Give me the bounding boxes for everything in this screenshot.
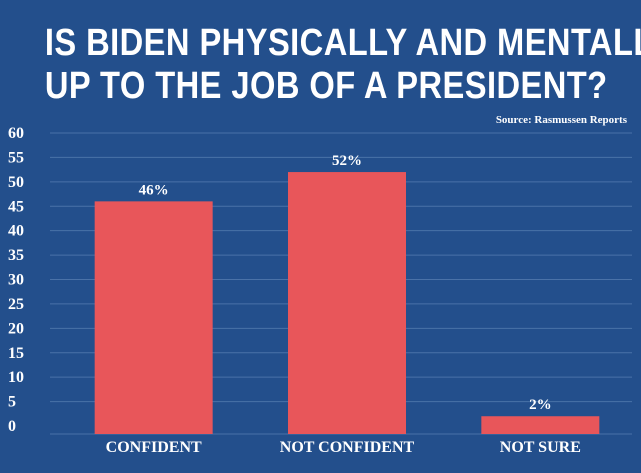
y-tick-10: 10 [8, 369, 24, 386]
y-tick-35: 35 [8, 247, 24, 264]
y-tick-40: 40 [8, 223, 24, 240]
chart-title-line-1: IS BIDEN PHYSICALLY AND MENTALLY [44, 22, 641, 64]
value-label-1: 52% [332, 153, 362, 169]
category-label-2: NOT SURE [500, 439, 581, 456]
y-tick-0: 0 [8, 418, 16, 435]
y-tick-55: 55 [8, 149, 24, 166]
y-tick-60: 60 [8, 125, 24, 142]
y-tick-45: 45 [8, 198, 24, 215]
value-labels: 46% 52% 2% [139, 153, 552, 413]
bar-not-sure [481, 416, 600, 434]
category-label-0: CONFIDENT [106, 439, 202, 456]
value-label-0: 46% [139, 182, 169, 198]
bars [94, 172, 600, 435]
y-tick-5: 5 [8, 394, 16, 411]
y-axis-ticks: 0 5 10 15 20 25 30 35 40 45 50 55 60 [8, 125, 24, 435]
category-labels: CONFIDENT NOT CONFIDENT NOT SURE [106, 439, 581, 456]
y-tick-15: 15 [8, 345, 24, 362]
y-tick-25: 25 [8, 296, 24, 313]
chart-title-line-2: UP TO THE JOB OF A PRESIDENT? [44, 65, 608, 107]
y-tick-50: 50 [8, 174, 24, 191]
category-label-1: NOT CONFIDENT [280, 439, 415, 456]
bar-confident [94, 201, 213, 434]
y-tick-20: 20 [8, 320, 24, 337]
source-note: Source: Rasmussen Reports [495, 114, 627, 126]
bar-not-confident [288, 172, 406, 435]
value-label-2: 2% [529, 397, 552, 413]
y-tick-30: 30 [8, 272, 24, 289]
